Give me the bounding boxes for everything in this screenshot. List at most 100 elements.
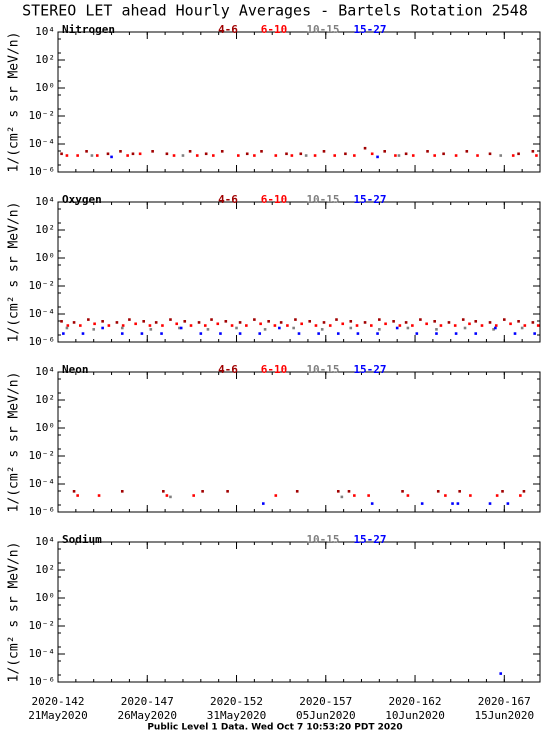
panel-label: Nitrogen — [62, 23, 115, 36]
data-point — [444, 494, 447, 497]
data-point — [169, 318, 172, 321]
data-point — [237, 154, 240, 157]
data-point — [128, 318, 131, 321]
y-tick-label: 10⁰ — [35, 81, 55, 94]
data-point — [62, 332, 65, 335]
data-point — [165, 152, 169, 156]
data-point — [522, 490, 526, 493]
legend-entry: 10-15 — [306, 533, 339, 546]
data-point — [492, 328, 495, 331]
data-point — [349, 326, 353, 330]
data-point — [378, 318, 381, 321]
data-point — [333, 154, 337, 157]
data-point — [160, 332, 163, 335]
data-point — [436, 490, 440, 493]
y-tick-label: 10⁻⁶ — [29, 675, 56, 688]
data-point — [454, 332, 458, 335]
plot-frame — [57, 371, 541, 513]
data-point — [134, 322, 137, 326]
data-point — [499, 154, 503, 157]
data-point — [488, 152, 492, 156]
data-point — [335, 318, 338, 321]
footer: Public Level 1 Data. Wed Oct 7 10:53:20 … — [147, 723, 402, 733]
data-point — [165, 494, 169, 497]
data-point — [206, 328, 210, 331]
data-point — [363, 321, 367, 324]
data-point — [297, 332, 301, 335]
data-point — [140, 332, 144, 335]
y-tick-label: 10⁴ — [35, 365, 55, 378]
y-tick-label: 10⁴ — [35, 535, 55, 548]
data-point — [285, 152, 288, 156]
data-point — [495, 494, 499, 497]
data-point — [442, 152, 445, 156]
data-point — [506, 502, 510, 505]
data-point — [286, 324, 289, 327]
y-tick-label: 10⁻² — [29, 279, 56, 292]
data-point — [204, 152, 208, 156]
data-point — [439, 324, 443, 327]
data-point — [420, 502, 424, 505]
y-tick-label: 10⁻⁴ — [29, 137, 56, 150]
data-point — [238, 332, 242, 335]
chart-title: STEREO LET ahead Hourly Averages - Barte… — [22, 2, 528, 20]
x-tick-date: 21May2020 — [28, 709, 88, 722]
data-point — [453, 324, 457, 327]
y-tick-label: 10⁻² — [29, 619, 56, 632]
data-point — [367, 494, 370, 497]
data-point — [65, 154, 69, 157]
x-tick-label: 2020-147 — [121, 695, 174, 708]
data-point — [308, 320, 312, 323]
data-point — [511, 154, 515, 157]
panel-label: Sodium — [62, 533, 102, 546]
legend-entry: 15-27 — [353, 23, 386, 36]
data-point — [161, 324, 164, 327]
data-point — [376, 332, 379, 335]
data-point — [188, 150, 192, 153]
data-point — [474, 320, 478, 323]
data-point — [245, 152, 249, 156]
data-point — [488, 502, 492, 505]
data-point — [451, 502, 454, 505]
data-point — [210, 318, 213, 321]
y-axis-label: 1/(cm² s sr MeV/n) — [7, 542, 22, 683]
y-tick-label: 10⁻⁴ — [29, 307, 56, 320]
data-point — [179, 326, 183, 330]
data-point — [425, 322, 428, 326]
data-point — [120, 490, 124, 493]
data-point — [81, 332, 85, 335]
data-point — [411, 154, 415, 157]
data-point — [259, 322, 262, 326]
data-point — [294, 318, 297, 321]
legend-entry: 4-6 — [218, 23, 238, 36]
data-point — [336, 332, 340, 335]
data-point — [261, 502, 265, 505]
data-point — [531, 150, 535, 153]
y-tick-label: 10² — [35, 393, 55, 406]
data-point — [353, 154, 356, 157]
data-point — [513, 332, 517, 335]
data-point — [279, 321, 283, 324]
y-tick-label: 10⁰ — [35, 251, 55, 264]
data-point — [465, 150, 469, 153]
data-point — [278, 326, 281, 330]
data-point — [474, 332, 478, 335]
data-point — [97, 494, 101, 497]
data-point — [349, 320, 353, 323]
data-point — [197, 321, 201, 324]
data-point — [230, 324, 234, 327]
data-point — [313, 154, 317, 157]
y-tick-label: 10⁰ — [35, 591, 55, 604]
data-point — [93, 322, 96, 326]
data-point — [107, 324, 111, 327]
x-tick-date: 31May2020 — [207, 709, 267, 722]
data-point — [238, 321, 242, 324]
data-point — [65, 326, 69, 330]
data-point — [347, 490, 351, 493]
data-point — [426, 150, 429, 153]
data-point — [476, 154, 479, 157]
y-tick-label: 10⁻⁶ — [29, 505, 56, 518]
plot-frame — [57, 541, 541, 683]
